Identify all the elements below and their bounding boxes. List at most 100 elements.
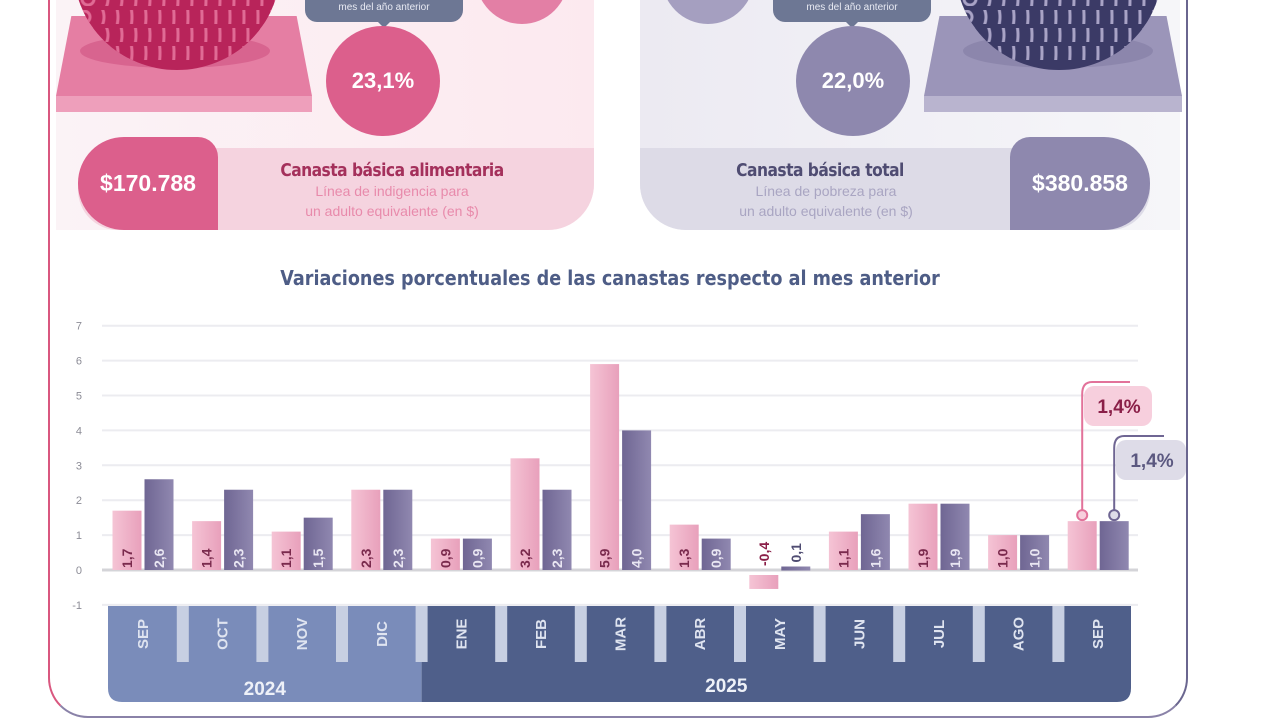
bar-value-label: 1,0	[1027, 548, 1043, 568]
y-tick-label: 5	[76, 391, 82, 403]
bar-cba	[828, 531, 858, 570]
cbt-value: $380.858	[1032, 170, 1128, 196]
bar-cbt	[462, 538, 492, 570]
month-separator	[176, 606, 189, 662]
cbt-value-badge: $380.858	[1010, 137, 1150, 230]
cbt-title: Canasta básica total	[736, 160, 904, 181]
bar-cbt	[622, 430, 652, 570]
cba-tooltip-text: mes del año anterior	[338, 2, 430, 13]
cbt-subtitle-line1: Línea de pobreza para	[755, 183, 897, 199]
bar-value-label: 2,6	[151, 548, 167, 568]
cba-subtitle-line2: un adulto equivalente (en $)	[305, 203, 479, 219]
y-tick-label: 0	[76, 565, 82, 577]
bar-value-label: 1,4	[199, 548, 215, 568]
bar-value-label: 1,1	[835, 548, 851, 568]
y-tick-label: 1	[76, 530, 82, 542]
bar-cba	[669, 524, 699, 570]
bar-cba	[988, 535, 1018, 570]
bar-value-label: 1,9	[947, 548, 963, 568]
month-label: ABR	[692, 618, 709, 651]
bar-cba	[351, 489, 381, 570]
cba-yoy-circle: 23,1%	[326, 26, 440, 136]
bar-value-label: 1,0	[995, 548, 1011, 568]
y-tick-label: 2	[76, 495, 82, 507]
bar-value-label: 0,9	[708, 548, 724, 568]
bar-value-label: 3,2	[517, 548, 533, 568]
bar-cba	[1067, 521, 1097, 570]
cba-yoy-value: 23,1%	[351, 68, 415, 93]
infographic-frame	[48, 0, 1188, 718]
bar-value-label: 0,9	[469, 548, 485, 568]
month-label: AGO	[1011, 617, 1028, 652]
cba-value: $170.788	[100, 170, 196, 196]
y-tick-label: 6	[76, 356, 82, 368]
bar-value-label: 2,3	[549, 548, 565, 568]
month-label: MAR	[613, 617, 630, 651]
cbt-yoy-value: 22,0%	[821, 68, 885, 93]
bar-cba	[510, 458, 540, 570]
bar-cbt	[860, 514, 890, 570]
month-label: JUL	[931, 620, 948, 648]
cbt-yoy-circle: 22,0%	[796, 26, 910, 136]
bar-value-label: 2,3	[390, 548, 406, 568]
bar-cba	[908, 503, 938, 570]
month-label: SEP	[135, 619, 152, 649]
bar-value-label: 1,3	[676, 548, 692, 568]
callout-cbt-label: 1,4%	[1130, 451, 1173, 472]
month-label: OCT	[215, 618, 232, 650]
month-separator	[256, 606, 269, 662]
bar-cba	[192, 521, 222, 570]
year-band-2025	[421, 606, 1132, 702]
cba-subtitle-line1: Línea de indigencia para	[315, 183, 469, 199]
bar-value-label: 4,0	[629, 548, 645, 568]
month-label: MAY	[772, 618, 789, 650]
bar-cbt	[144, 479, 174, 570]
y-tick-label: 7	[76, 321, 82, 333]
month-label: DIC	[374, 621, 391, 647]
month-separator	[336, 606, 348, 662]
month-separator	[495, 606, 508, 662]
callout-cba-label: 1,4%	[1097, 397, 1140, 418]
bar-value-label: 5,9	[597, 548, 613, 568]
bar-cbt	[1099, 521, 1129, 570]
callout-cbt-box	[1116, 440, 1186, 480]
cbt-tooltip-text: mes del año anterior	[806, 2, 898, 13]
bar-value-label: 0,1	[788, 543, 804, 563]
month-separator	[893, 606, 906, 662]
cba-tooltip: mes del año anterior	[305, 0, 463, 28]
cbt-subtitle: Línea de pobreza para un adulto equivale…	[656, 181, 996, 221]
callout-cba-marker	[1076, 509, 1089, 522]
cbt-basket-icon	[956, 0, 1162, 70]
cbt-subtitle-line2: un adulto equivalente (en $)	[739, 203, 913, 219]
year-label-2025: 2025	[705, 676, 748, 697]
cba-basket-icon	[74, 0, 280, 70]
y-tick-label: 3	[76, 460, 82, 472]
callout-cba-line	[1081, 381, 1130, 514]
callout-cba-box	[1084, 386, 1152, 426]
month-separator	[654, 606, 667, 662]
month-label: SEP	[1090, 619, 1107, 649]
month-label: NOV	[294, 618, 311, 651]
bar-cbt	[303, 517, 333, 570]
bar-value-label: 1,5	[310, 548, 326, 568]
bar-value-label: 2,3	[358, 548, 374, 568]
cbt-tooltip: mes del año anterior	[773, 0, 931, 28]
bar-cba	[749, 575, 779, 589]
bar-value-label: -0,4	[756, 542, 772, 566]
bar-cbt	[1020, 535, 1050, 570]
y-tick-label: 4	[76, 425, 82, 437]
bar-cbt	[781, 566, 811, 571]
month-separator	[415, 606, 428, 662]
bar-value-label: 1,1	[278, 548, 294, 568]
bar-cbt	[383, 489, 413, 570]
year-label-2024: 2024	[244, 679, 287, 700]
bar-cbt	[224, 489, 254, 570]
month-label: ENE	[453, 619, 470, 650]
bar-value-label: 0,9	[437, 548, 453, 568]
chart-title: Variaciones porcentuales de las canastas…	[280, 266, 940, 290]
month-label: FEB	[533, 619, 550, 649]
bar-value-label: 1,9	[915, 548, 931, 568]
bar-value-label: 2,3	[231, 548, 247, 568]
bar-cbt	[542, 489, 572, 570]
